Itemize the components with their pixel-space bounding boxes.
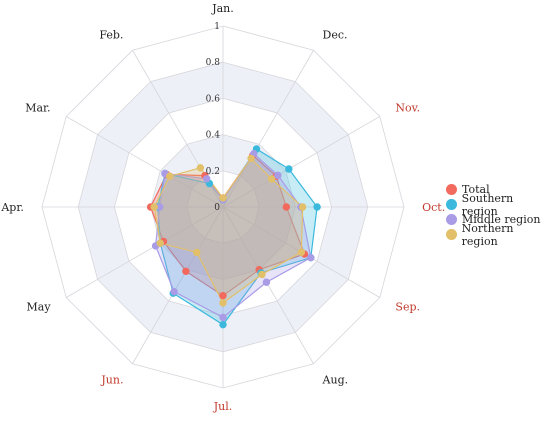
radar-ticks: 0 0.2 0.4 0.6 0.8 1	[206, 22, 221, 213]
category-label-6: Jul.	[213, 400, 233, 413]
series-3-point-1	[247, 154, 255, 163]
legend-label-southern: Southern region	[461, 191, 514, 218]
series-3-point-4	[297, 248, 306, 256]
series-3-point-3	[298, 203, 307, 211]
legend-label-middle: Middle region	[462, 213, 541, 226]
series-2-point-4	[307, 253, 315, 262]
series-3-point-11	[196, 164, 205, 172]
series-2-point-6	[219, 313, 227, 322]
series-0-point-6	[219, 291, 227, 300]
series-3-point-7	[193, 248, 201, 257]
series-0-point-3	[282, 203, 291, 211]
legend-swatch-northern	[446, 229, 457, 240]
radar-spoke-2	[222, 116, 380, 208]
legend-swatch-total	[446, 184, 457, 195]
radial-tick-label-1: 0.2	[206, 167, 220, 177]
series-0-point-7	[182, 267, 190, 275]
series-1-point-3	[313, 203, 321, 211]
category-label-11: Feb.	[99, 29, 123, 42]
legend-swatch-southern	[446, 199, 457, 210]
legend-item-northern: Northern region	[446, 222, 550, 248]
series-3-point-0	[219, 194, 227, 202]
legend-item-total: Total	[446, 182, 550, 197]
category-label-3: Oct.	[422, 201, 445, 214]
series-1-point-6	[219, 320, 227, 329]
radar-spoke-10	[66, 116, 224, 208]
legend-swatch-middle	[446, 214, 457, 225]
radial-tick-label-4: 0.8	[206, 58, 221, 68]
category-label-7: Jun.	[100, 373, 123, 386]
series-2-point-2	[274, 171, 282, 180]
series-2-point-5	[262, 278, 271, 286]
radar-series	[146, 145, 321, 329]
legend-item-middle: Middle region	[446, 212, 550, 227]
legend: Total Southern region Middle region Nort…	[446, 182, 550, 248]
category-label-1: Dec.	[323, 29, 348, 42]
category-label-9: Apr.	[0, 201, 24, 214]
radar-spoke-7	[132, 206, 224, 364]
radial-tick-label-3: 0.6	[206, 94, 221, 104]
legend-item-southern: Southern region	[446, 192, 550, 218]
series-3-point-9	[150, 203, 158, 211]
series-2-point-11	[203, 175, 211, 183]
legend-label-total: Total	[462, 183, 490, 196]
radar-spoke-8	[66, 206, 224, 298]
category-label-8: May	[27, 301, 52, 314]
series-3-point-6	[219, 299, 227, 307]
category-label-4: Sep.	[395, 301, 420, 314]
radar-category-labels: Jan. Dec. Nov. Oct. Sep. Aug. Jul. Jun. May Apr. M…	[0, 2, 445, 413]
legend-label-northern: Northern region	[461, 221, 514, 248]
category-label-2: Nov.	[395, 101, 420, 114]
category-label-5: Aug.	[322, 373, 349, 386]
category-label-10: Mar.	[25, 101, 50, 114]
series-3-point-2	[267, 175, 276, 183]
radial-tick-label-5: 1	[214, 22, 220, 32]
series-1-point-2	[285, 165, 293, 173]
series-3-point-5	[258, 270, 266, 279]
series-2-point-7	[170, 287, 178, 296]
radial-tick-label-2: 0.4	[206, 131, 221, 141]
series-3-point-8	[156, 239, 165, 247]
radial-tick-label-0: 0	[214, 203, 220, 213]
series-3-point-10	[166, 172, 174, 180]
category-label-0: Jan.	[211, 2, 234, 15]
radar-spoke-1	[222, 50, 314, 208]
